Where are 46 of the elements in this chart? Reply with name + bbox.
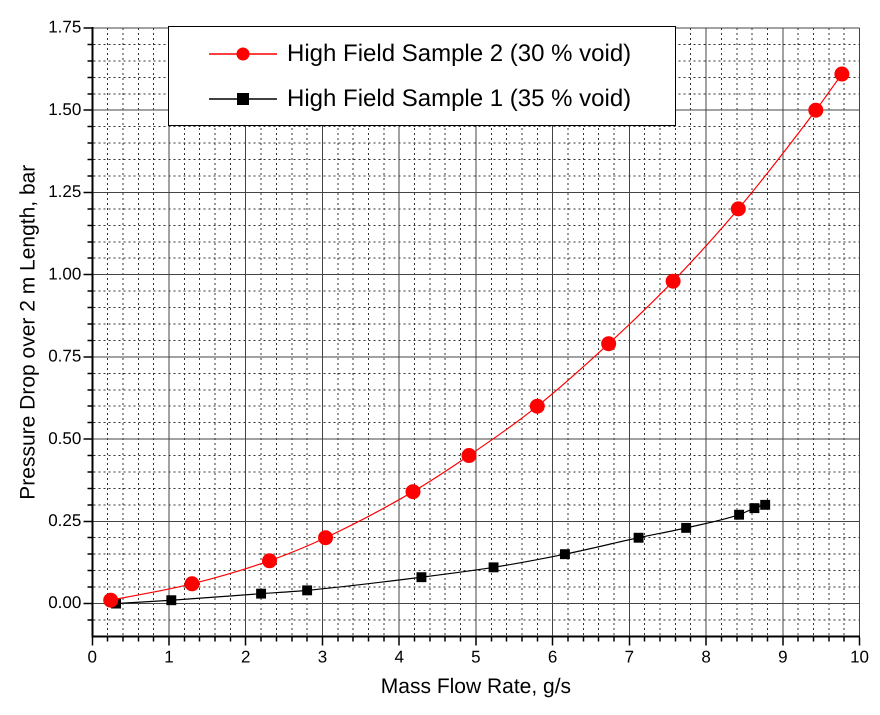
x-tick-label: 1 bbox=[164, 647, 174, 666]
point bbox=[681, 522, 692, 533]
x-tick-label: 3 bbox=[318, 647, 328, 666]
point bbox=[560, 549, 570, 560]
x-tick-label: 8 bbox=[701, 647, 711, 666]
text: 0.00 bbox=[48, 593, 82, 612]
point bbox=[166, 595, 176, 606]
point bbox=[262, 553, 278, 568]
legend-label: High Field Sample 2 (30 % void) bbox=[287, 40, 632, 68]
point bbox=[318, 530, 334, 546]
point bbox=[488, 562, 499, 572]
point bbox=[666, 274, 681, 289]
point bbox=[184, 576, 200, 592]
point bbox=[302, 585, 312, 596]
y-tick-label: 0.75 bbox=[48, 346, 82, 366]
point bbox=[749, 503, 760, 514]
point bbox=[734, 510, 744, 520]
x-tick-label: 5 bbox=[471, 647, 481, 666]
point bbox=[760, 500, 770, 510]
y-tick-label: 1.25 bbox=[48, 182, 82, 202]
point bbox=[530, 398, 545, 414]
x-tick-label: 2 bbox=[241, 647, 250, 666]
y-tick-label: 1.50 bbox=[48, 100, 82, 119]
y-tick-label: 1.75 bbox=[48, 18, 82, 37]
x-tick-label: 9 bbox=[778, 647, 788, 666]
x-tick-label: 4 bbox=[394, 647, 404, 666]
y-tick-label: 0.50 bbox=[48, 428, 82, 448]
point bbox=[808, 102, 824, 118]
point bbox=[406, 484, 420, 500]
legend-label: High Field Sample 1 (35 % void) bbox=[287, 84, 632, 112]
x-tick-label: 0 bbox=[88, 647, 98, 666]
point bbox=[462, 448, 477, 464]
point bbox=[256, 588, 266, 599]
y-tick-label: 0.25 bbox=[48, 510, 82, 530]
point bbox=[601, 336, 616, 352]
point bbox=[834, 66, 850, 82]
point bbox=[730, 201, 746, 216]
y-tick-label: 1.00 bbox=[48, 264, 82, 284]
point bbox=[103, 592, 118, 608]
x-axis-title: Mass Flow Rate, g/s bbox=[380, 675, 572, 698]
x-tick-label: 10 bbox=[850, 647, 870, 666]
point bbox=[634, 532, 644, 543]
x-tick-label: 7 bbox=[624, 647, 634, 666]
y-axis-title: Pressure Drop over 2 m Length, bar bbox=[16, 164, 40, 500]
x-tick-label: 6 bbox=[548, 647, 558, 666]
point bbox=[416, 572, 426, 582]
